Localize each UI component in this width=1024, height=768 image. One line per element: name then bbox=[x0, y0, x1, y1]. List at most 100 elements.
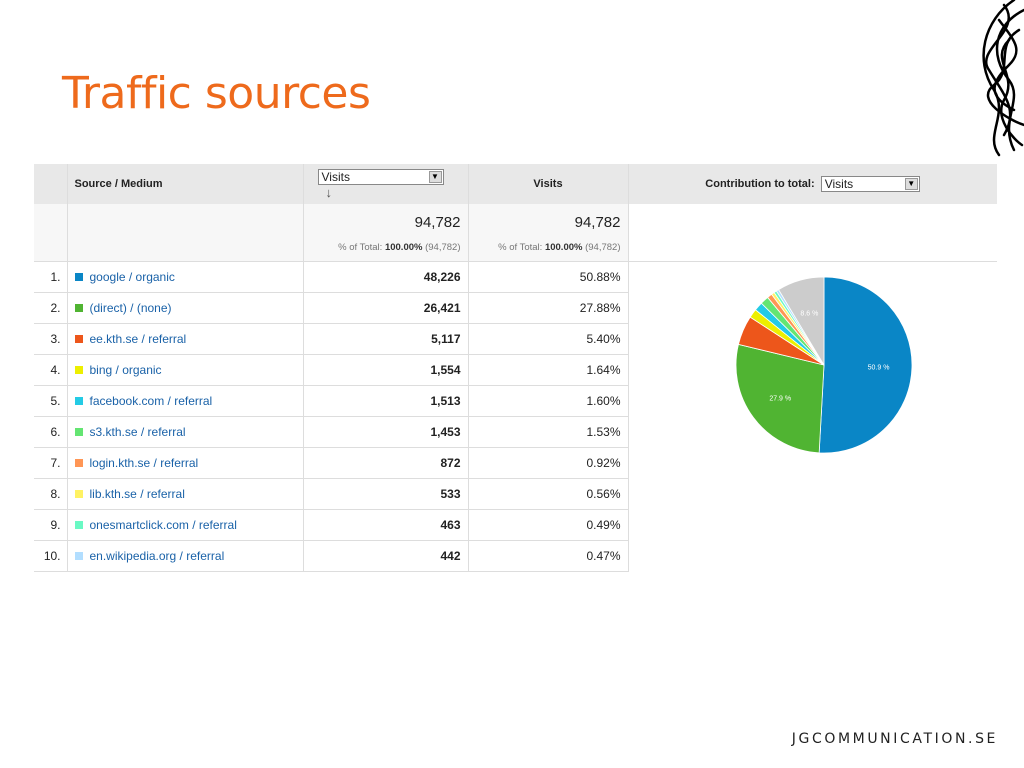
series-swatch bbox=[74, 334, 83, 343]
header-index bbox=[34, 164, 68, 204]
source-link[interactable]: s3.kth.se / referral bbox=[89, 425, 186, 439]
header-visits-picker: Visits ▼ ↓ bbox=[302, 164, 469, 204]
source-link[interactable]: google / organic bbox=[89, 270, 175, 284]
row-visits: 1,554 bbox=[303, 354, 469, 386]
table-row: 5. facebook.com / referral 1,513 1.60% bbox=[34, 385, 997, 417]
source-link[interactable]: onesmartclick.com / referral bbox=[89, 518, 237, 532]
row-source: ee.kth.se / referral bbox=[67, 323, 304, 355]
row-index: 7. bbox=[34, 447, 68, 479]
row-source: s3.kth.se / referral bbox=[67, 416, 304, 448]
pct-abs: (94,782) bbox=[425, 242, 461, 253]
series-swatch bbox=[74, 396, 83, 405]
table-row: 2. (direct) / (none) 26,421 27.88% bbox=[34, 292, 997, 324]
summary-source bbox=[67, 204, 304, 262]
row-visits: 442 bbox=[303, 540, 469, 572]
pie-data-label: 27.9 % bbox=[769, 396, 791, 403]
pct-prefix: % of Total: bbox=[338, 242, 383, 253]
row-source: onesmartclick.com / referral bbox=[67, 509, 304, 541]
row-percent: 0.47% bbox=[468, 540, 629, 572]
pct-abs: (94,782) bbox=[585, 242, 621, 253]
row-percent: 1.64% bbox=[468, 354, 629, 386]
contribution-select[interactable]: Visits ▼ bbox=[820, 176, 920, 192]
traffic-table: Source / Medium Visits ▼ ↓ Visits Contri… bbox=[34, 164, 997, 572]
row-visits: 48,226 bbox=[303, 261, 469, 293]
summary-visits-1: 94,782 % of Total: 100.00% (94,782) bbox=[303, 204, 469, 262]
row-percent: 0.92% bbox=[468, 447, 629, 479]
sort-down-icon[interactable]: ↓ bbox=[325, 184, 333, 200]
footer-brand: JGCOMMUNICATION.SE bbox=[791, 731, 998, 747]
contribution-label: Contribution to total: bbox=[705, 177, 815, 190]
table-row: 1. google / organic 48,226 50.88% bbox=[34, 261, 997, 293]
row-index: 10. bbox=[34, 540, 68, 572]
series-swatch bbox=[74, 427, 83, 436]
series-swatch bbox=[74, 551, 83, 560]
row-index: 8. bbox=[34, 478, 68, 510]
metric-select[interactable]: Visits ▼ bbox=[317, 168, 444, 185]
scribble-logo bbox=[982, 0, 1024, 157]
chevron-down-icon: ▼ bbox=[904, 178, 918, 190]
row-source: google / organic bbox=[67, 261, 304, 293]
row-visits: 533 bbox=[303, 478, 469, 510]
chevron-down-icon: ▼ bbox=[428, 170, 442, 183]
row-source: facebook.com / referral bbox=[67, 385, 304, 417]
series-swatch bbox=[74, 365, 83, 374]
table-row: 6. s3.kth.se / referral 1,453 1.53% bbox=[34, 416, 997, 448]
pie-data-label: 8.6 % bbox=[800, 310, 818, 317]
source-link[interactable]: login.kth.se / referral bbox=[89, 456, 199, 470]
summary-index bbox=[34, 204, 68, 262]
row-percent: 1.60% bbox=[468, 385, 629, 417]
header-contribution: Contribution to total: Visits ▼ bbox=[627, 164, 997, 204]
summary-total-1: 94,782 bbox=[414, 214, 461, 231]
summary-pct-2: % of Total: 100.00% (94,782) bbox=[469, 242, 621, 253]
table-row: 8. lib.kth.se / referral 533 0.56% bbox=[34, 478, 997, 510]
row-source: bing / organic bbox=[67, 354, 304, 386]
row-percent: 0.49% bbox=[468, 509, 629, 541]
table-row: 9. onesmartclick.com / referral 463 0.49% bbox=[34, 509, 997, 541]
pie-slice bbox=[818, 276, 913, 454]
pie-chart: 50.9 % 27.9 % 8.6 % bbox=[735, 276, 913, 454]
row-visits: 26,421 bbox=[303, 292, 469, 324]
row-percent: 0.56% bbox=[468, 478, 629, 510]
source-link[interactable]: ee.kth.se / referral bbox=[89, 332, 187, 346]
series-swatch bbox=[74, 272, 83, 281]
pie-cell bbox=[628, 204, 997, 262]
table-row: 3. ee.kth.se / referral 5,117 5.40% bbox=[34, 323, 997, 355]
table-row: 4. bing / organic 1,554 1.64% bbox=[34, 354, 997, 386]
row-index: 6. bbox=[34, 416, 68, 448]
row-index: 9. bbox=[34, 509, 68, 541]
row-visits: 1,513 bbox=[303, 385, 469, 417]
header-visits: Visits bbox=[467, 164, 629, 204]
row-visits: 872 bbox=[303, 447, 469, 479]
header-source-medium[interactable]: Source / Medium bbox=[66, 164, 304, 204]
row-index: 5. bbox=[34, 385, 68, 417]
row-visits: 1,453 bbox=[303, 416, 469, 448]
series-swatch bbox=[74, 489, 83, 498]
summary-pct-1: % of Total: 100.00% (94,782) bbox=[304, 242, 461, 253]
row-visits: 463 bbox=[303, 509, 469, 541]
table-row: 10. en.wikipedia.org / referral 442 0.47% bbox=[34, 540, 997, 572]
pie-data-label: 50.9 % bbox=[868, 365, 890, 372]
row-source: login.kth.se / referral bbox=[67, 447, 304, 479]
pct-prefix: % of Total: bbox=[498, 242, 543, 253]
summary-visits-2: 94,782 % of Total: 100.00% (94,782) bbox=[468, 204, 629, 262]
row-percent: 27.88% bbox=[468, 292, 629, 324]
table-row: 7. login.kth.se / referral 872 0.92% bbox=[34, 447, 997, 479]
summary-total-2: 94,782 bbox=[574, 214, 621, 231]
source-link[interactable]: en.wikipedia.org / referral bbox=[89, 549, 225, 563]
row-source: en.wikipedia.org / referral bbox=[67, 540, 304, 572]
source-link[interactable]: facebook.com / referral bbox=[89, 394, 213, 408]
row-index: 2. bbox=[34, 292, 68, 324]
row-index: 4. bbox=[34, 354, 68, 386]
table-header-row: Source / Medium Visits ▼ ↓ Visits Contri… bbox=[34, 164, 997, 204]
source-link[interactable]: lib.kth.se / referral bbox=[89, 487, 185, 501]
series-swatch bbox=[74, 520, 83, 529]
contribution-select-value: Visits bbox=[824, 177, 854, 191]
pct-value: 100.00% bbox=[384, 242, 423, 253]
source-link[interactable]: (direct) / (none) bbox=[89, 301, 172, 315]
row-visits: 5,117 bbox=[303, 323, 469, 355]
contribution-pie: 50.9 % 27.9 % 8.6 % bbox=[735, 276, 916, 462]
pie-slice bbox=[735, 343, 825, 454]
source-link[interactable]: bing / organic bbox=[89, 363, 162, 377]
row-source: (direct) / (none) bbox=[67, 292, 304, 324]
metric-select-value: Visits bbox=[321, 169, 350, 184]
